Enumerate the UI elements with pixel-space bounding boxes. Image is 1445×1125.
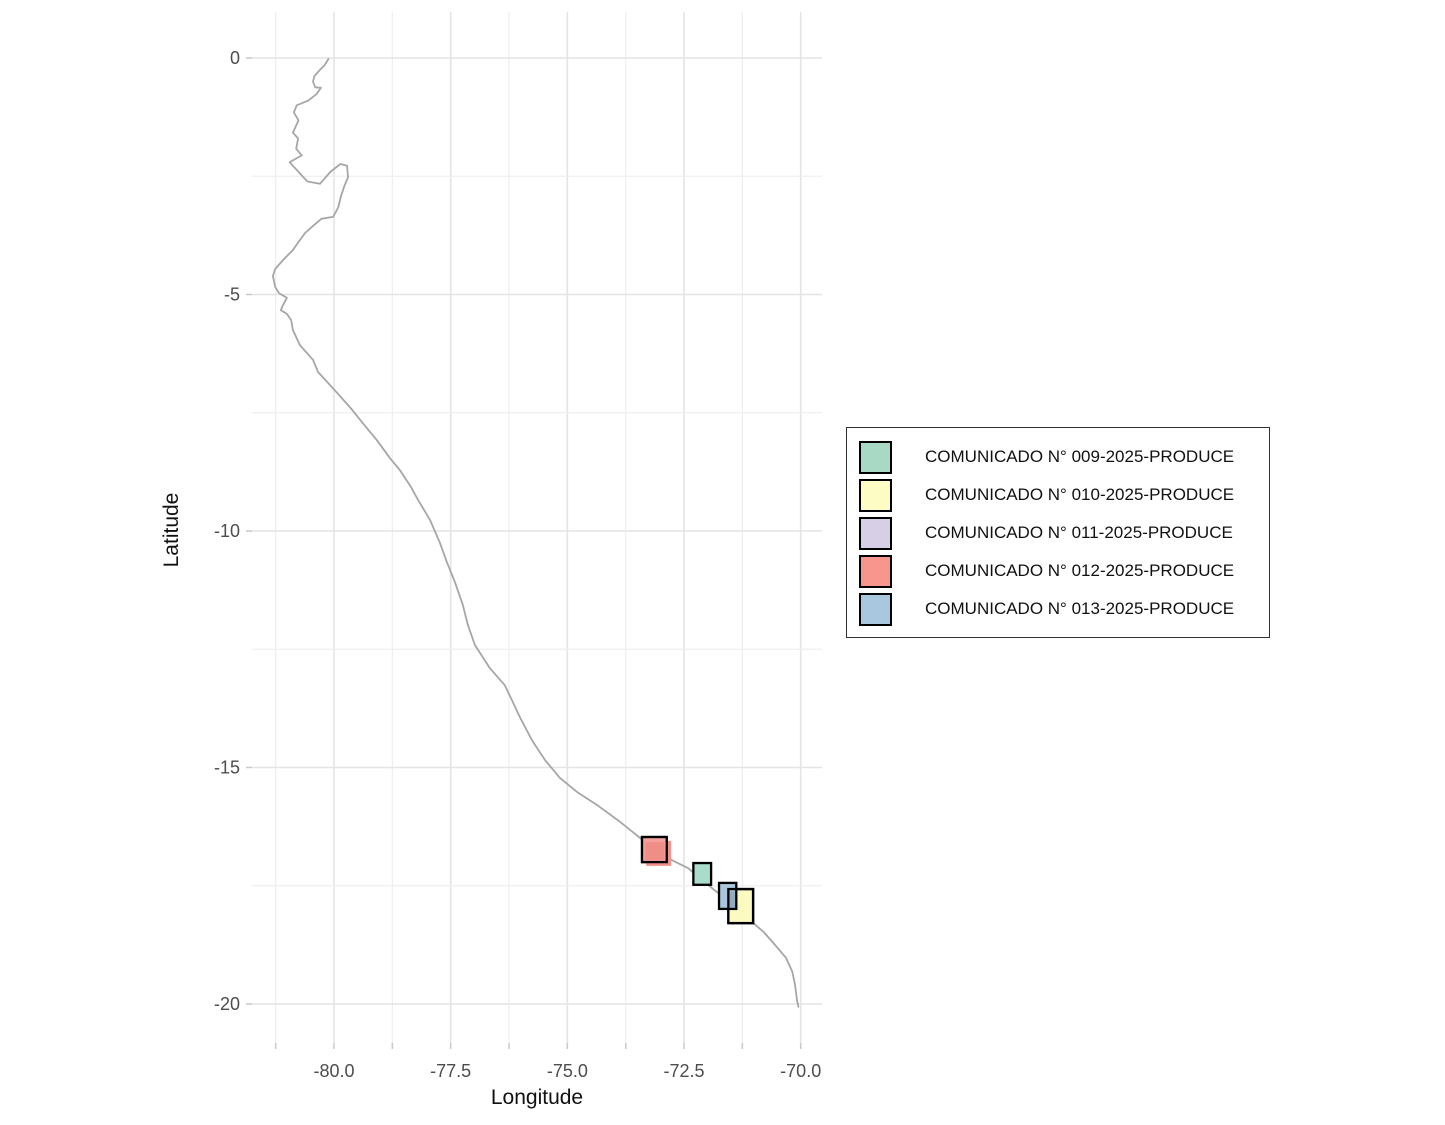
closure-zones xyxy=(640,835,755,925)
legend-key-swatch xyxy=(859,478,892,512)
legend-item: COMUNICADO N° 011-2025-PRODUCE xyxy=(859,516,1233,550)
y-tick-label: 0 xyxy=(230,48,240,68)
legend-item: COMUNICADO N° 010-2025-PRODUCE xyxy=(859,478,1234,512)
legend-label: COMUNICADO N° 013-2025-PRODUCE xyxy=(925,599,1235,618)
x-tick-label: -80.0 xyxy=(313,1061,354,1081)
x-axis-title: Longitude xyxy=(490,1086,584,1109)
legend-item: COMUNICADO N° 013-2025-PRODUCE xyxy=(859,592,1234,626)
x-tick-label: -72.5 xyxy=(664,1061,705,1081)
legend-label: COMUNICADO N° 009-2025-PRODUCE xyxy=(925,447,1235,466)
legend-label: COMUNICADO N° 010-2025-PRODUCE xyxy=(925,485,1235,504)
zone-comunicado-010-outline xyxy=(727,887,755,925)
legend-key-swatch xyxy=(859,516,892,550)
zone-comunicado-010-013-overlap xyxy=(729,891,735,908)
y-tick-label: -5 xyxy=(224,285,240,305)
y-tick-label: -15 xyxy=(214,758,240,778)
legend-label: COMUNICADO N° 011-2025-PRODUCE xyxy=(925,523,1233,542)
legend-key-swatch xyxy=(859,554,892,588)
x-tick-label: -70.0 xyxy=(780,1061,821,1081)
zone-comunicado-009 xyxy=(692,861,713,886)
axis-ticks xyxy=(246,57,802,1049)
grid-lines xyxy=(252,12,822,1043)
x-tick-label: -75.0 xyxy=(547,1061,588,1081)
x-tick-label: -77.5 xyxy=(430,1061,471,1081)
legend-item: COMUNICADO N° 009-2025-PRODUCE xyxy=(859,440,1234,474)
legend-key-swatch xyxy=(859,592,892,626)
zone-comunicado-012-inner xyxy=(645,842,665,861)
legend: COMUNICADO N° 009-2025-PRODUCE COMUNICADO… xyxy=(846,427,1270,638)
legend-key-swatch xyxy=(859,440,892,474)
legend-label: COMUNICADO N° 012-2025-PRODUCE xyxy=(925,561,1235,580)
legend-item: COMUNICADO N° 012-2025-PRODUCE xyxy=(859,554,1234,588)
coastline xyxy=(271,58,800,1008)
peru-coastline xyxy=(271,58,800,1008)
y-tick-label: -20 xyxy=(214,994,240,1014)
axis-tick-labels: -80.0 -77.5 -75.0 -72.5 -70.0 0 -5 -10 -15 -20 xyxy=(214,48,821,1081)
y-tick-label: -10 xyxy=(214,521,240,541)
y-axis-title: Latitude xyxy=(160,492,183,568)
